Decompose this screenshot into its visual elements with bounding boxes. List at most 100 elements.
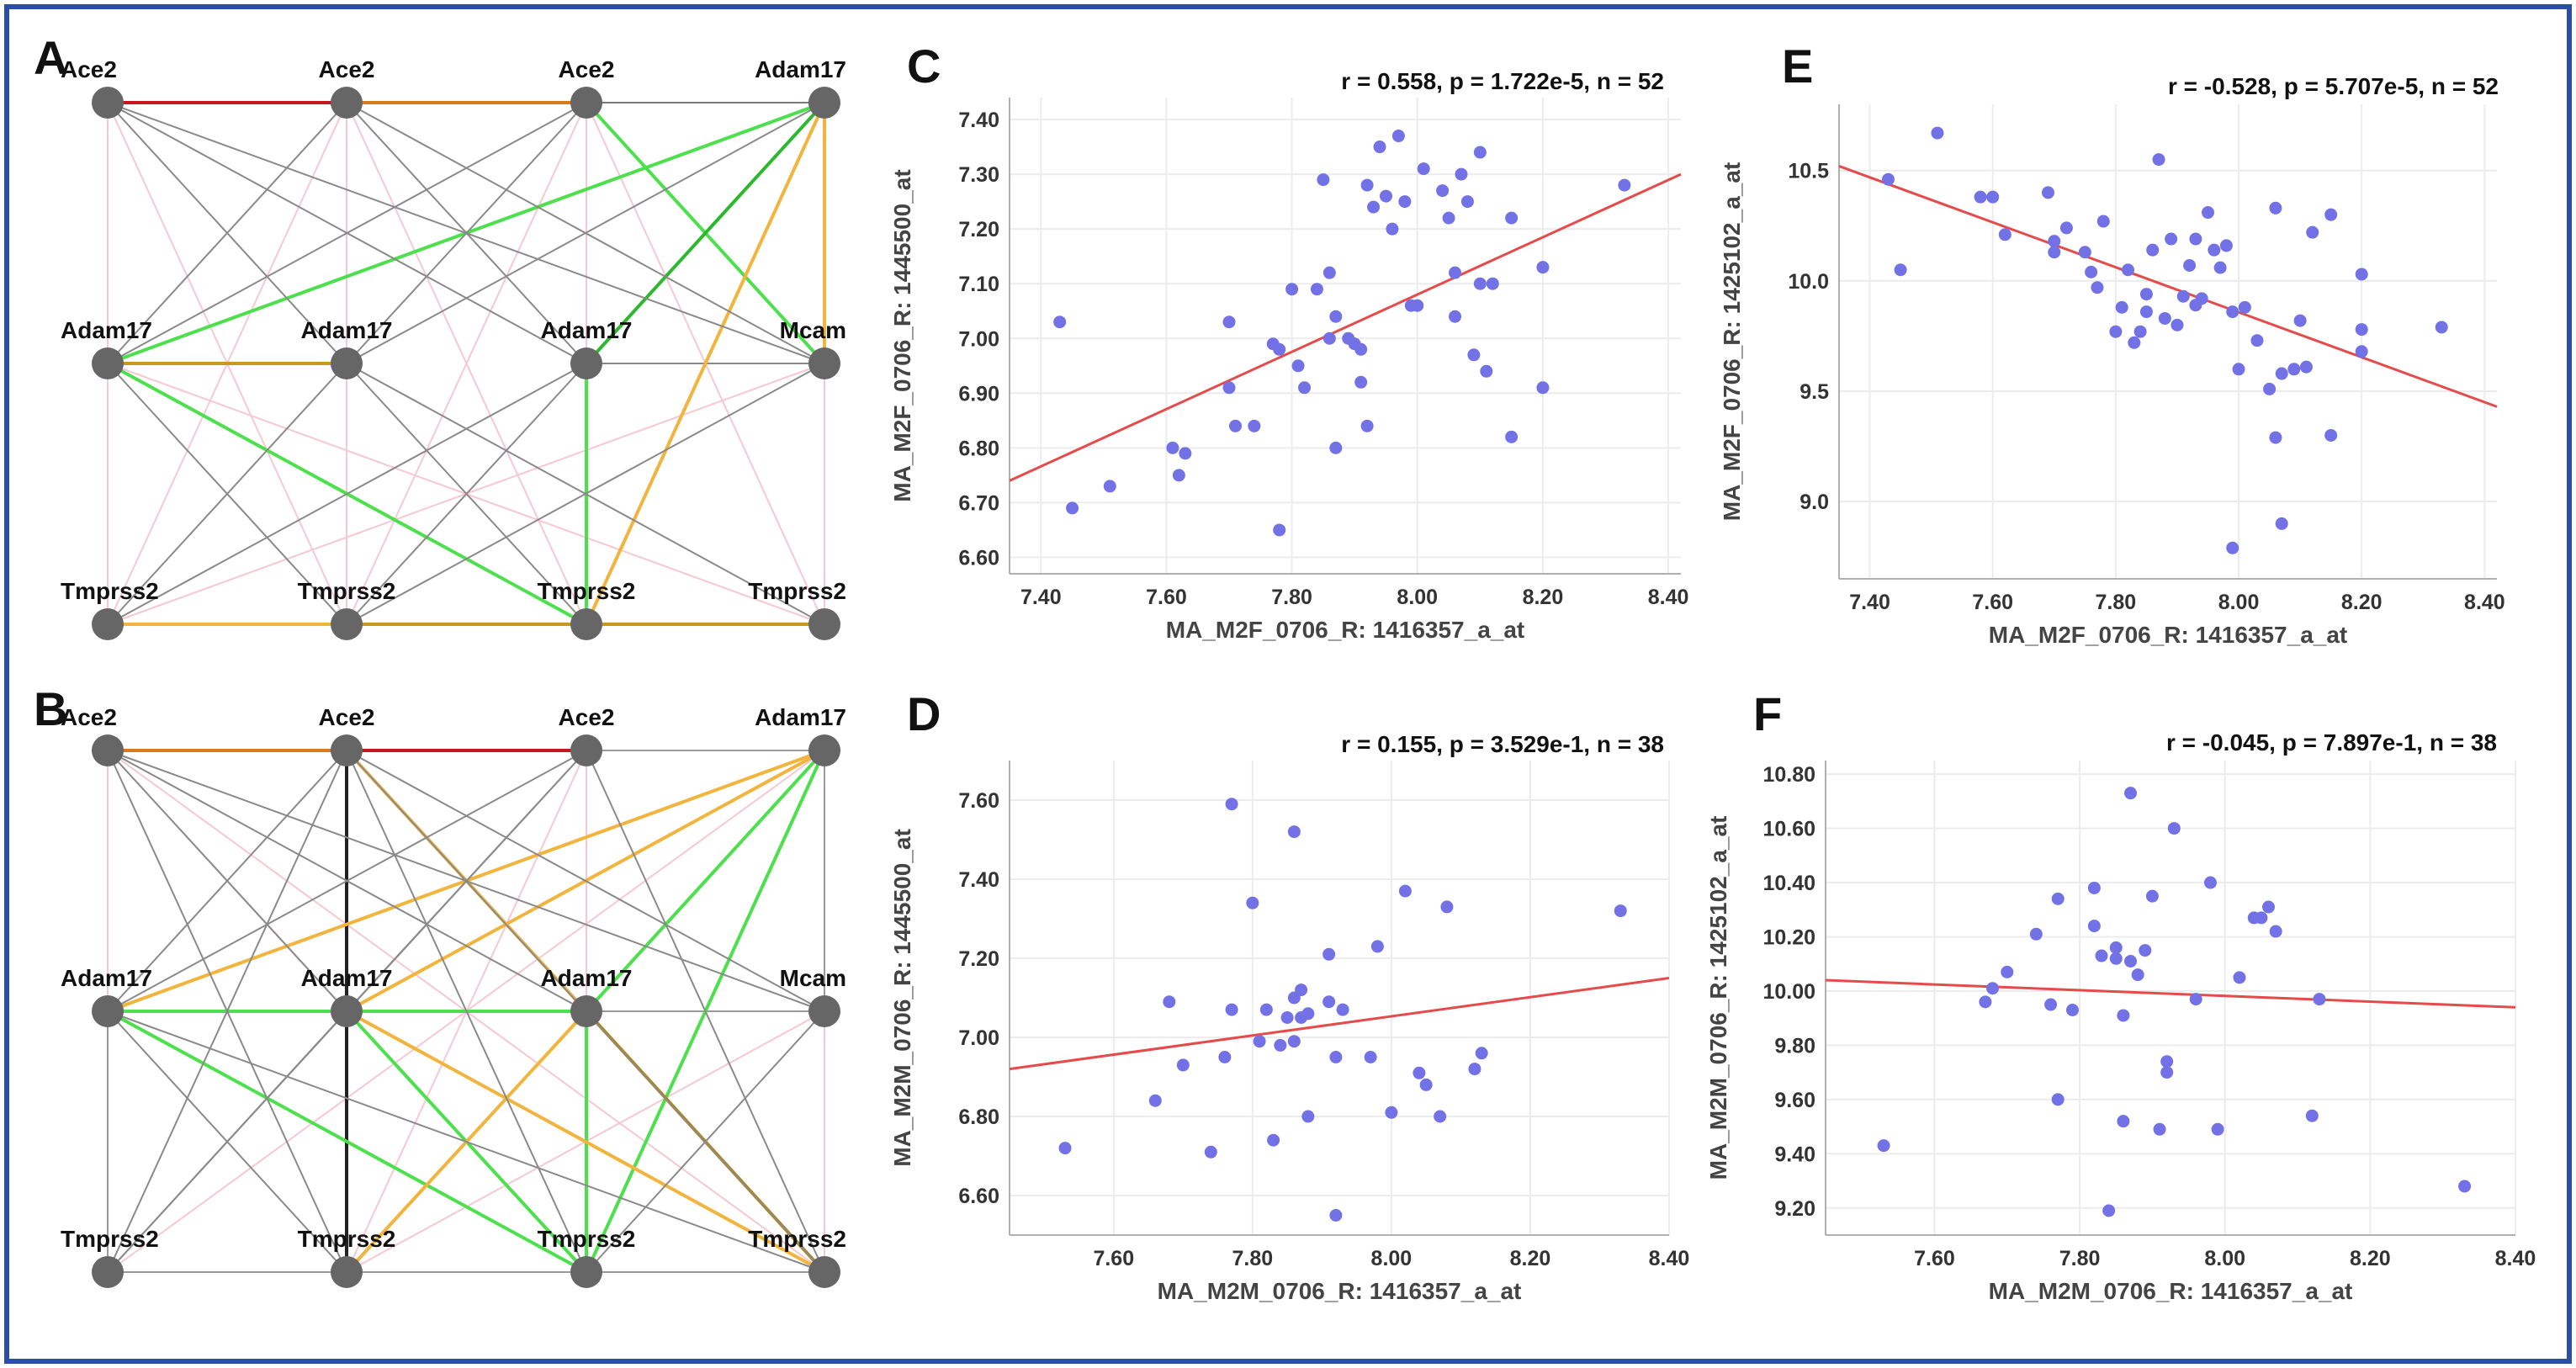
correlation-stats: r = 0.558, p = 1.722e-5, n = 52 (1341, 68, 1664, 94)
data-point (2131, 968, 2144, 982)
data-point (2458, 1180, 2472, 1193)
x-tick-label: 7.60 (1914, 1247, 1955, 1270)
data-point (1391, 130, 1405, 143)
data-point (2183, 258, 2197, 272)
data-point (2232, 363, 2245, 376)
scatter-panel-c: C r = 0.558, p = 1.722e-5, n = 52 7.40 7.… (889, 40, 1688, 643)
network-edge (107, 1010, 825, 1273)
data-point (1280, 1011, 1294, 1024)
x-tick-label: 7.80 (2059, 1247, 2101, 1270)
scatter-plot: 7.60 7.80 8.00 8.20 8.40 9.20 9.40 9.60 9.80 10.0… (1705, 761, 2536, 1304)
panel-letter-b: B (34, 682, 67, 735)
x-tick-label: 8.40 (1648, 586, 1689, 609)
data-point (2091, 281, 2104, 294)
y-tick-label: 7.30 (958, 163, 999, 187)
data-point (1370, 940, 1384, 953)
data-point (2306, 225, 2319, 239)
data-point (1273, 342, 1286, 356)
data-point (1398, 195, 1412, 209)
data-point (1329, 1209, 1343, 1222)
data-point (1228, 419, 1242, 432)
y-axis-title: MA_M2F_0706_R: 1445500_at (889, 169, 915, 501)
data-point (2096, 215, 2110, 228)
data-point (2213, 261, 2227, 274)
network-edge (346, 363, 587, 625)
y-tick-label: 7.00 (958, 1026, 999, 1050)
network-nodes: Ace2 Ace2 Ace2 Adam17 Adam17 Adam17 Adam17 Mcam… (61, 704, 846, 1288)
data-point (1398, 884, 1412, 898)
data-point (1417, 162, 1430, 176)
data-point (2305, 1109, 2319, 1122)
gene-node (92, 608, 124, 640)
data-point (2128, 336, 2141, 349)
y-tick-label: 6.60 (958, 546, 999, 570)
data-point (2238, 300, 2251, 314)
data-point (2208, 243, 2221, 257)
y-tick-label: 10.0 (1788, 270, 1829, 294)
gene-node-label: Ace2 (559, 56, 615, 82)
data-point (2275, 517, 2288, 530)
panel-letter-e: E (1782, 40, 1813, 93)
data-point (1329, 1051, 1343, 1063)
network-edge (107, 102, 347, 364)
data-point (2275, 367, 2288, 380)
y-tick-label: 10.00 (1762, 980, 1815, 1004)
data-point (2202, 206, 2215, 220)
data-point (2233, 971, 2246, 984)
gene-node (331, 608, 363, 640)
regression-line (1009, 172, 1682, 482)
data-point (2041, 186, 2054, 199)
gene-node-label: Tmprss2 (748, 578, 846, 604)
scatter-plot: 7.40 7.60 7.80 8.00 8.20 8.40 9.0 9.5 10.0 10.5 MA… (1719, 104, 2505, 648)
y-tick-label: 9.40 (1774, 1143, 1815, 1166)
x-tick-label: 7.80 (2096, 591, 2137, 614)
y-tick-label: 7.20 (958, 947, 999, 971)
data-point (1436, 184, 1450, 198)
data-point (1505, 211, 1519, 225)
data-point (1473, 146, 1487, 159)
data-point (1367, 200, 1381, 214)
data-point (1291, 359, 1305, 373)
data-point (1931, 126, 1944, 140)
data-point (1204, 1145, 1217, 1159)
x-tick-label: 7.60 (1972, 591, 2013, 614)
x-tick-label: 8.20 (1510, 1247, 1551, 1270)
x-tick-label: 8.20 (2341, 591, 2383, 614)
data-point (2044, 998, 2058, 1011)
data-point (2059, 221, 2073, 235)
data-point (1285, 283, 1299, 296)
y-tick-label: 10.80 (1762, 763, 1815, 787)
data-point (1218, 1051, 1232, 1063)
y-tick-label: 7.20 (958, 218, 999, 241)
scatter-panel-d: D r = 0.155, p = 3.529e-1, n = 38 7.60 7.… (889, 687, 1689, 1304)
data-point (1287, 1035, 1301, 1048)
data-point (1301, 1110, 1315, 1123)
x-axis-title: MA_M2M_0706_R: 1416357_a_at (1158, 1278, 1522, 1304)
data-point (2435, 321, 2448, 334)
data-point (1354, 342, 1368, 356)
gene-node (92, 995, 124, 1027)
x-tick-label: 8.00 (2218, 591, 2260, 614)
data-point (1176, 1058, 1190, 1072)
gene-node-label: Adam17 (755, 56, 846, 82)
data-point (2171, 318, 2184, 331)
network-edge (585, 749, 826, 1013)
scatter-plot: 7.60 7.80 8.00 8.20 8.40 6.60 6.80 7.00 7.20 7.40… (889, 761, 1689, 1304)
network-edge (585, 101, 826, 365)
y-tick-label: 7.40 (958, 868, 999, 892)
data-point (1222, 381, 1236, 395)
y-tick-label: 6.80 (958, 437, 999, 460)
gene-node (570, 87, 602, 119)
data-point (1614, 904, 1627, 918)
gene-node (331, 347, 363, 379)
network-edge (346, 1010, 825, 1274)
gene-node (808, 1256, 840, 1288)
data-point (2095, 949, 2108, 962)
gene-node-label: Ace2 (319, 704, 375, 730)
data-point (2219, 239, 2233, 252)
data-point (1881, 172, 1895, 186)
data-point (1253, 1035, 1266, 1048)
network-edge (107, 750, 347, 1012)
data-point (2226, 541, 2239, 554)
panel-letter-d: D (907, 687, 941, 740)
